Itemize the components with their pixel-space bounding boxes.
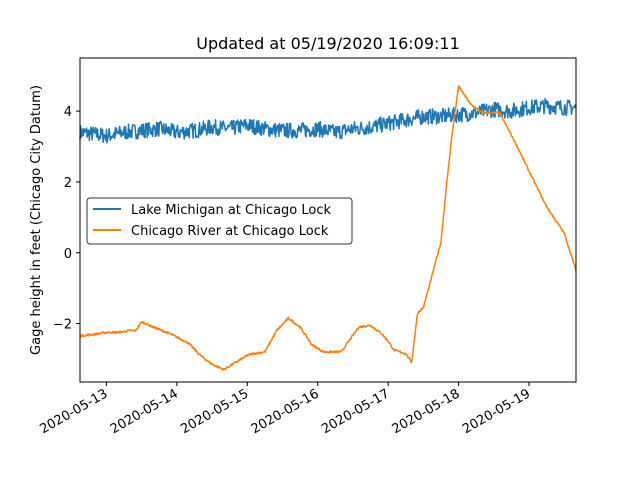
series-layer (79, 85, 577, 371)
legend-label-lake-michigan: Lake Michigan at Chicago Lock (131, 203, 332, 218)
legend-box (86, 197, 353, 245)
series-line-1 (79, 85, 577, 371)
chart-title: Updated at 05/19/2020 16:09:11 (196, 34, 460, 53)
y-tick-label: 4 (64, 105, 72, 120)
y-axis: −2 0 2 4 (53, 105, 80, 333)
y-tick-label: −2 (53, 318, 72, 333)
y-axis-label: Gage height in feet (Chicago City Datum) (29, 85, 44, 355)
plot-frame (79, 57, 577, 383)
legend: Lake Michigan at Chicago Lock Chicago Ri… (86, 197, 353, 245)
y-tick-label: 2 (64, 176, 72, 191)
y-tick-label: 0 (64, 247, 72, 262)
legend-label-chicago-river: Chicago River at Chicago Lock (131, 224, 329, 239)
series-line-0 (79, 98, 577, 144)
